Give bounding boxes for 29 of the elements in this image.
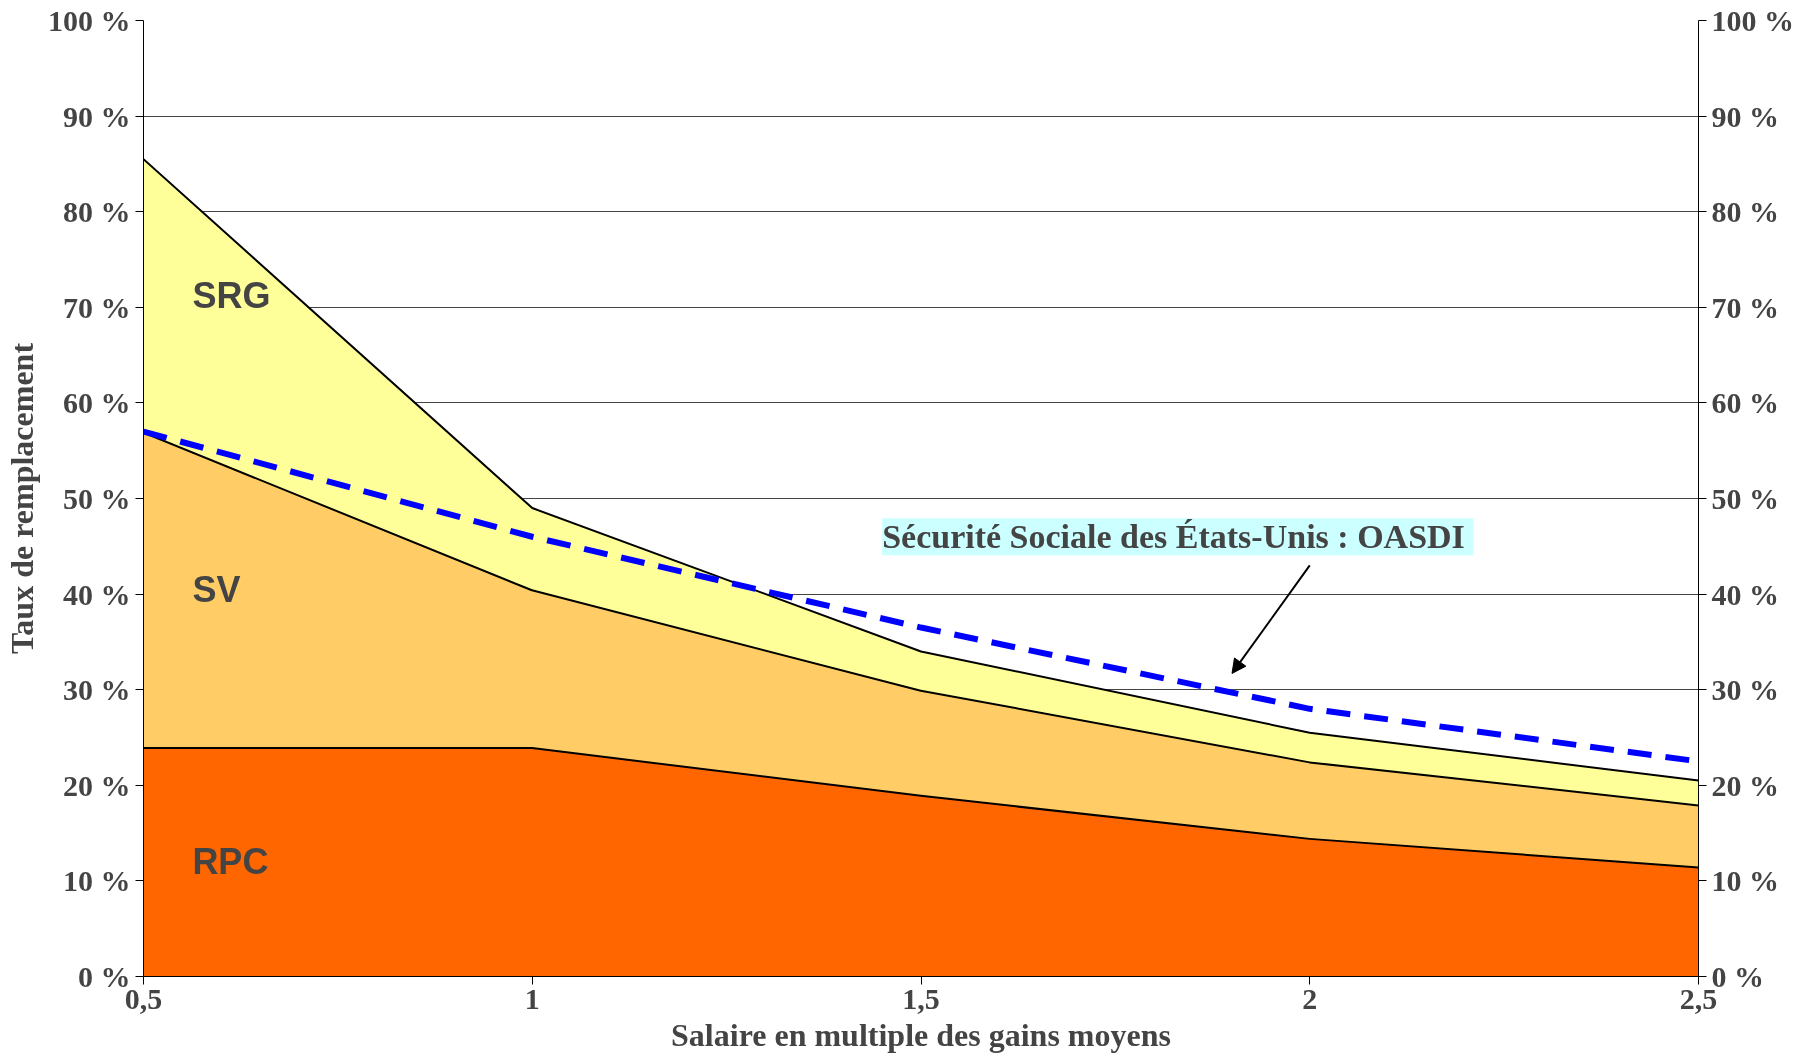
- y-tick-label: 100 %: [48, 4, 131, 37]
- y2-tick-label: 90 %: [1711, 99, 1779, 133]
- y2-tick-label: 100 %: [1711, 4, 1794, 37]
- series-label: Sécurité Sociale des États-Unis : OASDI: [882, 518, 1465, 556]
- y2-tick-label: 20 %: [1711, 768, 1779, 802]
- y-tick-label: 40 %: [63, 577, 131, 611]
- x-tick-label: 1,5: [902, 981, 940, 1015]
- y-tick-label: 20 %: [63, 768, 131, 802]
- y2-tick-label: 50 %: [1711, 482, 1779, 515]
- y-tick-label: 90 %: [63, 99, 131, 133]
- y-axis-title: Taux de remplacement: [4, 342, 40, 655]
- y2-tick-label: 60 %: [1711, 386, 1779, 420]
- series-label: SRG: [192, 274, 271, 316]
- y-tick-label: 10 %: [63, 864, 131, 898]
- y2-tick-label: 70 %: [1711, 290, 1779, 324]
- series-label: SV: [192, 568, 241, 610]
- y-tick-label: 50 %: [63, 482, 131, 515]
- y-tick-label: 70 %: [63, 290, 131, 324]
- x-tick-label: 1: [524, 981, 540, 1015]
- y2-tick-label: 40 %: [1711, 577, 1779, 611]
- y2-tick-label: 10 %: [1711, 864, 1779, 898]
- y-tick-label: 30 %: [63, 673, 131, 707]
- y2-tick-label: 30 %: [1711, 673, 1779, 707]
- x-tick-label: 2: [1302, 981, 1318, 1015]
- y-tick-label: 80 %: [63, 195, 131, 229]
- x-axis-title: Salaire en multiple des gains moyens: [671, 1016, 1171, 1053]
- series-label: RPC: [192, 841, 269, 883]
- y2-tick-label: 80 %: [1711, 195, 1779, 229]
- y-tick-label: 60 %: [63, 386, 131, 420]
